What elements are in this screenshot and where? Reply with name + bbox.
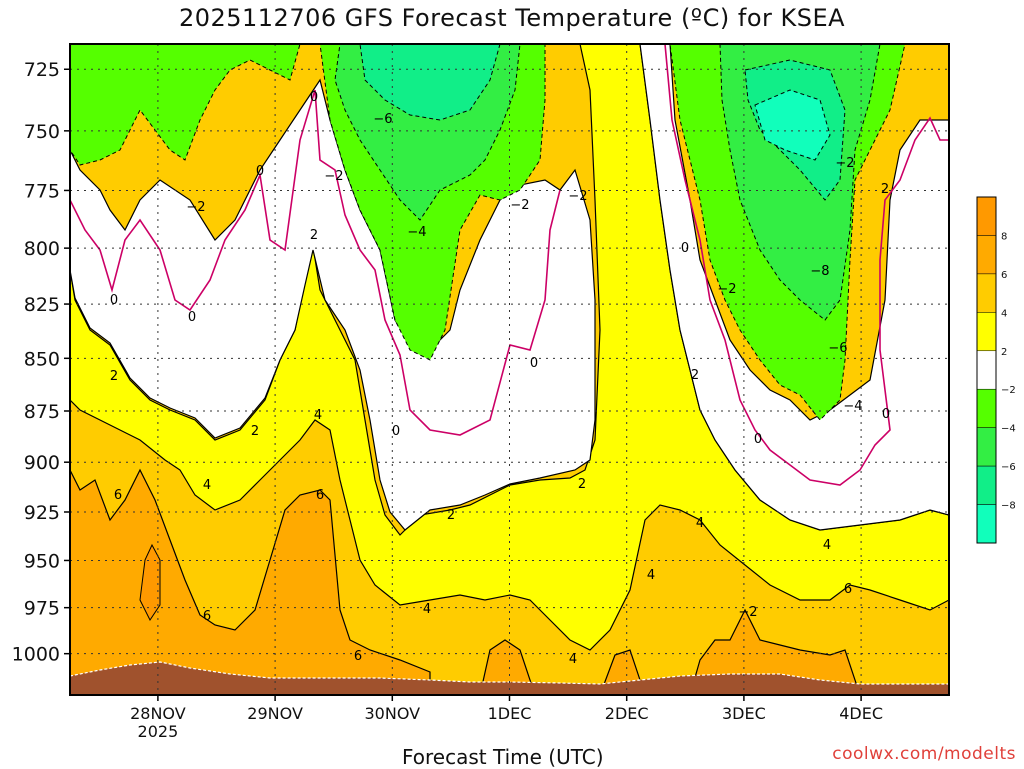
contour-label: −2 bbox=[568, 189, 587, 204]
y-tick-label: 800 bbox=[24, 238, 60, 260]
colorbar: 8 6 4 2 −2 −4 −6 −8 bbox=[976, 196, 1016, 544]
contour-label: 2 bbox=[691, 368, 699, 383]
y-tick-label: 950 bbox=[24, 550, 60, 572]
contour-label: 4 bbox=[314, 408, 322, 423]
contour-label: 2 bbox=[251, 424, 259, 439]
field-minus8-minus6 bbox=[359, 44, 846, 201]
x-tick-label: 28NOV bbox=[130, 704, 186, 723]
y-tick-label: 775 bbox=[24, 180, 60, 202]
contour-label: −2 bbox=[510, 198, 529, 213]
colorbar-bin bbox=[976, 273, 997, 313]
contour-label: 0 bbox=[188, 310, 196, 325]
contour-label: −6 bbox=[828, 341, 847, 356]
chart-title: 2025112706 GFS Forecast Temperature (ºC)… bbox=[178, 4, 846, 32]
y-tick-label: 850 bbox=[24, 348, 60, 370]
y-tick-label: 750 bbox=[24, 121, 60, 143]
y-tick-label: 900 bbox=[24, 452, 60, 474]
contour-label: 2 bbox=[881, 182, 889, 197]
contour-label: 6 bbox=[114, 488, 122, 503]
x-tick-label: 2025 bbox=[138, 722, 179, 741]
contour-label: 2 bbox=[110, 369, 118, 384]
colorbar-bin bbox=[976, 196, 997, 236]
contour-label: −2 bbox=[835, 156, 854, 171]
x-tick-label: 4DEC bbox=[839, 704, 883, 723]
y-tick-label: 825 bbox=[24, 294, 60, 316]
y-tick-label: 1000 bbox=[12, 644, 60, 666]
contour-label: 0 bbox=[392, 424, 400, 439]
field-8-10 bbox=[139, 543, 161, 621]
x-axis-title: Forecast Time (UTC) bbox=[402, 745, 604, 769]
x-tick-label: 3DEC bbox=[722, 704, 766, 723]
contour-label: 0 bbox=[681, 241, 689, 256]
contour-label: 4 bbox=[569, 652, 577, 667]
contour-label: 0 bbox=[310, 90, 318, 105]
y-tick-label: 975 bbox=[24, 598, 60, 620]
contour-label: 4 bbox=[203, 478, 211, 493]
contour-label: 6 bbox=[203, 609, 211, 624]
contour-label: −2 bbox=[324, 169, 343, 184]
colorbar-label: 2 bbox=[1001, 347, 1007, 358]
colorbar-bin bbox=[976, 465, 997, 505]
y-tick-label: 925 bbox=[24, 502, 60, 524]
field-minus2-2-right bbox=[639, 44, 949, 531]
field-minus2-2 bbox=[70, 78, 596, 531]
contour-label: 2 bbox=[578, 477, 586, 492]
x-tick-label: 1DEC bbox=[488, 704, 532, 723]
field-6-8-left bbox=[70, 468, 431, 695]
field-minus6-minus4 bbox=[334, 44, 881, 321]
terrain bbox=[70, 661, 949, 695]
temperature-field bbox=[70, 44, 949, 695]
colorbar-bin bbox=[976, 350, 997, 390]
field-below-minus8 bbox=[754, 89, 831, 161]
colorbar-label: −2 bbox=[1001, 385, 1016, 396]
y-tick-label: 875 bbox=[24, 401, 60, 423]
contour-label: 4 bbox=[696, 516, 704, 531]
y-axis: 725 750 775 800 825 850 875 900 925 950 975 1000 bbox=[12, 59, 70, 666]
x-tick-label: 2DEC bbox=[605, 704, 649, 723]
colorbar-frame bbox=[976, 196, 997, 544]
contour-label: −6 bbox=[373, 112, 392, 127]
contour-label: 2 bbox=[310, 228, 318, 243]
contour-label: 6 bbox=[316, 488, 324, 503]
colorbar-label: 8 bbox=[1001, 231, 1007, 242]
contour-label: −4 bbox=[407, 225, 426, 240]
contour-label: −2 bbox=[738, 605, 757, 620]
contour-labels: 0 0 0 0 0 0 0 0 0 2 2 2 2 2 2 2 4 4 4 4 4 4 4 6 6 6 6 6 −2 −2 −2 −2 −2 −2… bbox=[110, 90, 890, 667]
contour-label: 6 bbox=[844, 582, 852, 597]
contour-label: 4 bbox=[647, 568, 655, 583]
colorbar-bin bbox=[976, 235, 997, 275]
colorbar-label: 6 bbox=[1001, 270, 1007, 281]
colorbar-label: 4 bbox=[1001, 308, 1007, 319]
colorbar-bin bbox=[976, 504, 997, 544]
contour-label: 4 bbox=[823, 538, 831, 553]
contour-label: 6 bbox=[354, 649, 362, 664]
zero-isotherm-right bbox=[664, 44, 949, 486]
colorbar-bin bbox=[976, 312, 997, 352]
contour-label: 0 bbox=[882, 407, 890, 422]
colorbar-label: −8 bbox=[1001, 501, 1016, 512]
contour-label: −4 bbox=[843, 399, 862, 414]
x-tick-label: 29NOV bbox=[247, 704, 303, 723]
contour-label: 4 bbox=[423, 602, 431, 617]
contour-label: 0 bbox=[256, 164, 264, 179]
colorbar-label: −6 bbox=[1001, 462, 1016, 473]
y-tick-label: 725 bbox=[24, 59, 60, 81]
credit-link[interactable]: coolwx.com/modelts bbox=[832, 744, 1016, 764]
colorbar-bin bbox=[976, 388, 997, 428]
contour-label: 2 bbox=[447, 508, 455, 523]
field-minus4-minus2-left bbox=[70, 44, 301, 166]
colorbar-label: −4 bbox=[1001, 424, 1016, 435]
contour-label: −2 bbox=[186, 200, 205, 215]
x-tick-label: 30NOV bbox=[365, 704, 421, 723]
colorbar-bin bbox=[976, 427, 997, 467]
contour-label: 0 bbox=[754, 432, 762, 447]
contour-label: −2 bbox=[717, 282, 736, 297]
contour-label: 0 bbox=[110, 293, 118, 308]
contour-label: −8 bbox=[810, 264, 829, 279]
zero-isotherm-left bbox=[70, 89, 561, 436]
contour-label: 0 bbox=[530, 356, 538, 371]
